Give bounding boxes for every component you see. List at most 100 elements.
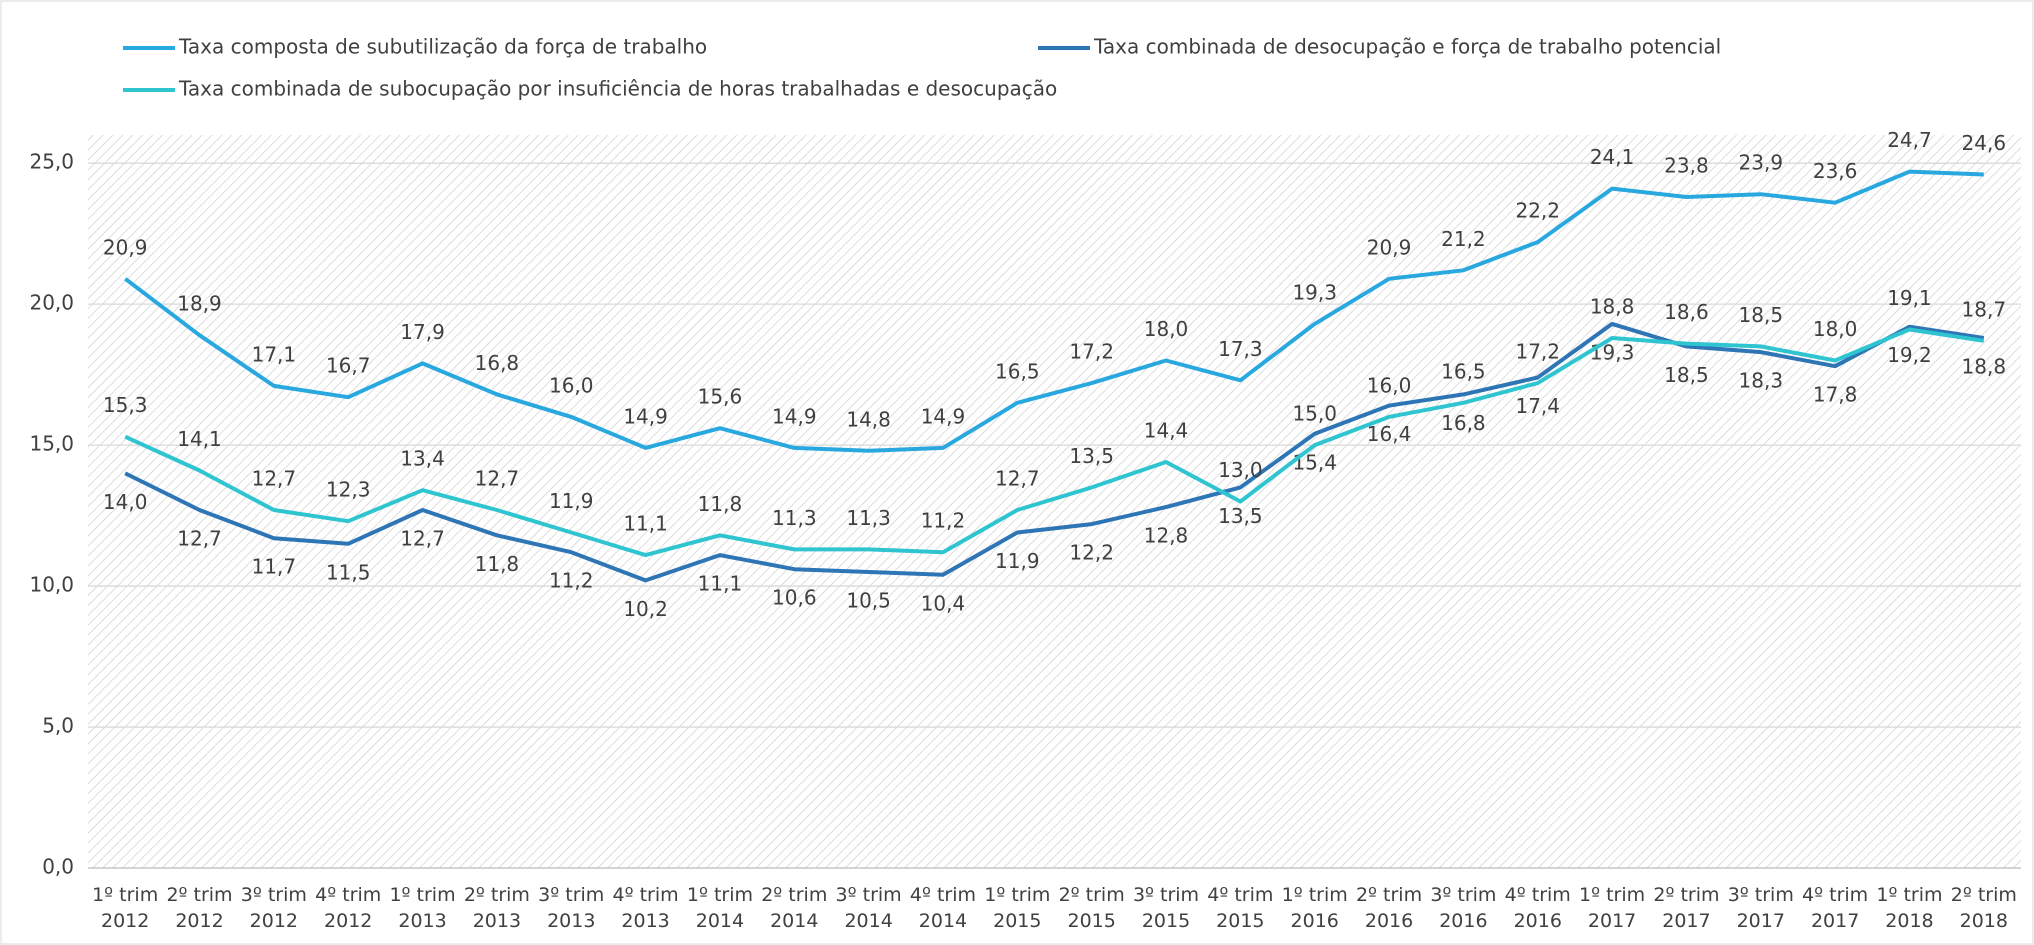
data-label: 19,1 bbox=[1887, 286, 1932, 310]
data-label: 22,2 bbox=[1515, 199, 1560, 223]
x-tick-label: 3º trim 2017 bbox=[1727, 884, 1794, 932]
data-label: 16,7 bbox=[326, 354, 371, 378]
data-label: 15,4 bbox=[1292, 450, 1337, 474]
data-label: 15,6 bbox=[698, 385, 743, 409]
data-label: 17,4 bbox=[1515, 394, 1560, 418]
data-label: 18,5 bbox=[1739, 303, 1784, 327]
data-label: 18,0 bbox=[1144, 317, 1189, 341]
data-label: 12,7 bbox=[400, 526, 445, 550]
data-label: 11,1 bbox=[623, 512, 668, 536]
data-label: 11,8 bbox=[698, 492, 743, 516]
data-label: 12,2 bbox=[1069, 541, 1114, 565]
data-label: 21,2 bbox=[1441, 227, 1486, 251]
data-label: 11,2 bbox=[549, 569, 594, 593]
x-tick-label: 3º trim 2012 bbox=[240, 884, 307, 932]
data-label: 24,7 bbox=[1887, 128, 1932, 152]
data-label: 18,8 bbox=[1590, 294, 1635, 318]
data-label: 14,0 bbox=[103, 490, 148, 514]
x-tick-label: 3º trim 2015 bbox=[1132, 884, 1200, 932]
x-tick-label: 3º trim 2014 bbox=[835, 884, 902, 932]
data-label: 12,3 bbox=[326, 478, 371, 502]
data-label: 20,9 bbox=[1367, 235, 1412, 259]
data-label: 17,8 bbox=[1813, 383, 1858, 407]
x-tick-label: 2º trim 2014 bbox=[761, 884, 828, 932]
data-label: 12,7 bbox=[252, 466, 297, 490]
data-label: 19,3 bbox=[1590, 340, 1635, 364]
data-label: 10,2 bbox=[623, 597, 668, 621]
x-tick-label: 3º trim 2013 bbox=[538, 884, 605, 932]
data-label: 14,4 bbox=[1144, 419, 1189, 443]
data-label: 11,5 bbox=[326, 560, 371, 584]
x-tick-label: 1º trim 2017 bbox=[1579, 884, 1646, 932]
data-label: 16,0 bbox=[1367, 373, 1412, 397]
data-label: 11,7 bbox=[252, 555, 297, 579]
x-tick-label: 2º trim 2016 bbox=[1355, 884, 1423, 932]
data-label: 11,9 bbox=[995, 549, 1040, 573]
data-label: 16,4 bbox=[1367, 422, 1412, 446]
x-tick-label: 1º trim 2014 bbox=[686, 884, 753, 932]
data-label: 11,2 bbox=[921, 509, 966, 533]
data-label: 18,3 bbox=[1739, 369, 1784, 393]
x-tick-label: 4º trim 2014 bbox=[909, 884, 977, 932]
data-label: 13,5 bbox=[1218, 504, 1263, 528]
y-tick-label: 0,0 bbox=[42, 855, 74, 879]
y-tick-label: 25,0 bbox=[29, 150, 74, 174]
data-label: 16,8 bbox=[1441, 411, 1486, 435]
data-label: 14,9 bbox=[772, 404, 817, 428]
data-label: 24,6 bbox=[1962, 131, 2007, 155]
data-label: 14,8 bbox=[846, 407, 891, 431]
data-label: 14,9 bbox=[921, 404, 966, 428]
x-tick-label: 2º trim 2012 bbox=[166, 884, 233, 932]
x-tick-label: 1º trim 2012 bbox=[92, 884, 159, 932]
data-label: 17,2 bbox=[1515, 340, 1560, 364]
data-label: 23,8 bbox=[1664, 154, 1709, 178]
data-label: 18,8 bbox=[1962, 354, 2007, 378]
data-label: 11,1 bbox=[698, 572, 743, 596]
legend-label: Taxa combinada de subocupação por insufi… bbox=[178, 77, 1057, 101]
x-tick-label: 2º trim 2018 bbox=[1950, 884, 2017, 932]
data-label: 10,4 bbox=[921, 591, 966, 615]
data-label: 10,5 bbox=[846, 588, 891, 612]
x-tick-label: 2º trim 2013 bbox=[463, 884, 530, 932]
data-label: 18,7 bbox=[1962, 297, 2007, 321]
data-label: 11,8 bbox=[475, 552, 520, 576]
y-tick-label: 10,0 bbox=[29, 573, 74, 597]
data-label: 14,9 bbox=[623, 404, 668, 428]
data-label: 17,1 bbox=[252, 342, 297, 366]
data-label: 17,3 bbox=[1218, 337, 1263, 361]
data-label: 17,2 bbox=[1069, 340, 1114, 364]
y-tick-label: 20,0 bbox=[29, 291, 74, 315]
data-label: 12,8 bbox=[1144, 524, 1189, 548]
data-label: 17,9 bbox=[400, 320, 445, 344]
data-label: 19,2 bbox=[1887, 343, 1932, 367]
data-label: 12,7 bbox=[177, 526, 222, 550]
data-label: 18,6 bbox=[1664, 300, 1709, 324]
x-tick-label: 1º trim 2015 bbox=[984, 884, 1051, 932]
data-label: 18,5 bbox=[1664, 363, 1709, 387]
data-label: 12,7 bbox=[995, 466, 1040, 490]
x-tick-label: 4º trim 2015 bbox=[1207, 884, 1274, 932]
x-tick-label: 1º trim 2018 bbox=[1876, 884, 1943, 932]
data-label: 24,1 bbox=[1590, 145, 1635, 169]
data-label: 15,0 bbox=[1292, 402, 1337, 426]
data-label: 10,6 bbox=[772, 586, 817, 610]
x-tick-label: 1º trim 2013 bbox=[389, 884, 456, 932]
x-tick-label: 3º trim 2016 bbox=[1430, 884, 1497, 932]
data-label: 13,5 bbox=[1069, 444, 1114, 468]
x-tick-label: 4º trim 2017 bbox=[1802, 884, 1869, 932]
data-label: 15,3 bbox=[103, 393, 148, 417]
x-tick-label: 4º trim 2013 bbox=[612, 884, 679, 932]
data-label: 23,9 bbox=[1739, 151, 1784, 175]
legend-label: Taxa composta de subutilização da força … bbox=[178, 35, 707, 59]
x-tick-label: 4º trim 2012 bbox=[315, 884, 382, 932]
y-tick-label: 15,0 bbox=[29, 432, 74, 456]
data-label: 16,8 bbox=[475, 351, 520, 375]
legend-label: Taxa combinada de desocupação e força de… bbox=[1093, 35, 1721, 59]
data-label: 11,9 bbox=[549, 489, 594, 513]
data-label: 16,5 bbox=[1441, 359, 1486, 383]
plot-background bbox=[88, 135, 2021, 868]
series-line bbox=[123, 169, 1984, 453]
